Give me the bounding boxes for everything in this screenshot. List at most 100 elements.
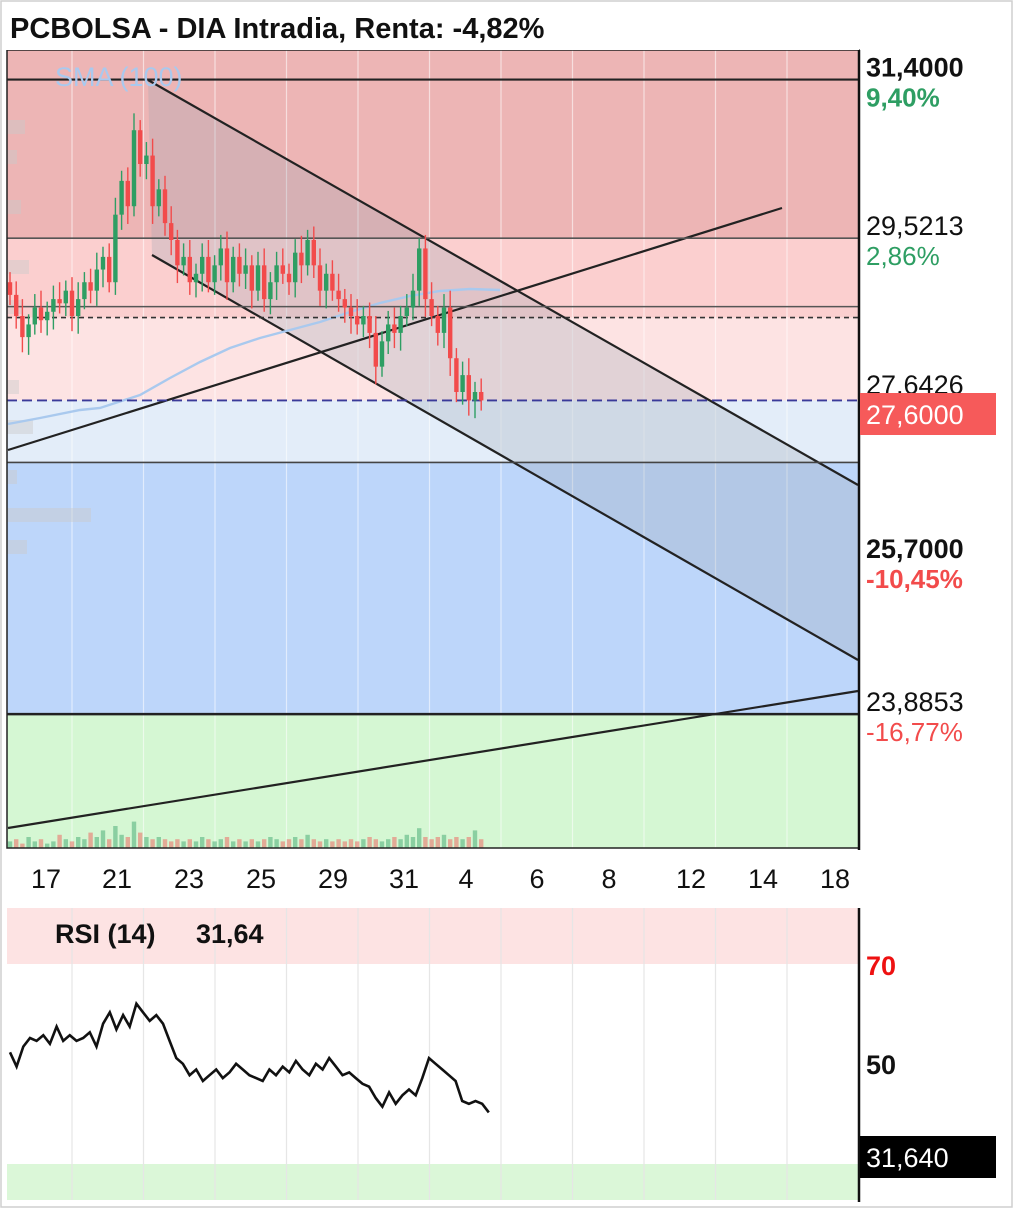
x-axis-ticks: 17 21 23 25 29 31 4 6 8 12 14 18	[31, 864, 850, 894]
volume-bar	[131, 821, 137, 848]
candle[interactable]	[131, 130, 137, 207]
candle[interactable]	[26, 324, 31, 338]
candle[interactable]	[14, 294, 19, 316]
x-tick-label: 29	[318, 864, 348, 894]
candle[interactable]	[175, 240, 180, 266]
candle[interactable]	[218, 248, 223, 266]
candle[interactable]	[336, 290, 341, 300]
candle[interactable]	[113, 214, 118, 283]
rsi-overbought-zone	[7, 908, 859, 964]
candle[interactable]	[379, 341, 385, 367]
candle[interactable]	[262, 265, 267, 300]
candle[interactable]	[274, 265, 279, 283]
candle[interactable]	[293, 252, 298, 283]
candle[interactable]	[100, 256, 106, 270]
candle[interactable]	[423, 248, 428, 300]
volume-bar	[423, 837, 428, 848]
candle[interactable]	[156, 189, 161, 207]
candle[interactable]	[317, 265, 323, 291]
candle[interactable]	[373, 332, 378, 367]
candle[interactable]	[472, 392, 478, 401]
volume-bar	[7, 841, 13, 848]
candle[interactable]	[69, 290, 75, 316]
channel-lower-line[interactable]	[151, 254, 859, 661]
candle[interactable]	[20, 316, 25, 338]
candle[interactable]	[311, 240, 316, 266]
candle[interactable]	[144, 155, 149, 164]
candle[interactable]	[466, 375, 471, 401]
candle[interactable]	[367, 316, 372, 333]
candle[interactable]	[88, 282, 93, 291]
candle[interactable]	[441, 307, 447, 333]
volume-bar	[441, 834, 447, 848]
candle[interactable]	[454, 358, 459, 392]
candle[interactable]	[237, 256, 242, 274]
candle[interactable]	[231, 256, 236, 283]
candle[interactable]	[398, 316, 403, 333]
candle[interactable]	[187, 256, 192, 283]
candle[interactable]	[125, 180, 130, 207]
candle[interactable]	[119, 180, 124, 215]
candle[interactable]	[107, 256, 112, 283]
candle[interactable]	[460, 375, 465, 392]
candle[interactable]	[193, 273, 199, 283]
candle[interactable]	[51, 299, 56, 312]
candle[interactable]	[305, 240, 310, 266]
candle[interactable]	[57, 299, 62, 304]
candle[interactable]	[206, 256, 211, 283]
volume-bar	[218, 839, 223, 848]
candle[interactable]	[7, 282, 13, 295]
channel-upper-line[interactable]	[147, 79, 859, 486]
candle[interactable]	[342, 299, 347, 308]
candle[interactable]	[162, 189, 168, 224]
candle[interactable]	[138, 130, 143, 164]
candle[interactable]	[255, 265, 261, 291]
candle[interactable]	[268, 282, 273, 300]
candle[interactable]	[435, 316, 440, 333]
candle[interactable]	[386, 324, 391, 342]
candle[interactable]	[355, 316, 360, 325]
candle[interactable]	[448, 307, 453, 359]
candle[interactable]	[32, 307, 37, 325]
x-tick-label: 21	[102, 864, 132, 894]
volume-bar	[417, 828, 422, 848]
candle[interactable]	[361, 316, 366, 325]
volume-bar	[342, 841, 347, 848]
candle[interactable]	[224, 248, 230, 283]
price-level-label: 25,7000	[866, 534, 964, 564]
candle[interactable]	[286, 273, 292, 283]
candle[interactable]	[392, 324, 397, 333]
candle[interactable]	[212, 265, 217, 283]
candle[interactable]	[249, 265, 254, 291]
candle[interactable]	[410, 290, 416, 308]
volume-bar	[386, 839, 391, 848]
candle[interactable]	[417, 248, 422, 291]
candle[interactable]	[429, 299, 434, 316]
candle[interactable]	[299, 252, 304, 266]
x-tick-label: 6	[529, 864, 544, 894]
candle[interactable]	[243, 265, 248, 274]
rsi-line[interactable]	[8, 1000, 490, 1114]
candlesticks[interactable]	[7, 113, 484, 419]
candle[interactable]	[63, 290, 68, 304]
candle[interactable]	[348, 307, 354, 316]
rsi-gridlines	[71, 908, 860, 1200]
volume-bar	[404, 834, 409, 848]
candle[interactable]	[200, 256, 205, 274]
volume-bar	[274, 839, 279, 848]
candle[interactable]	[280, 265, 285, 274]
candle[interactable]	[76, 299, 81, 316]
candle[interactable]	[169, 223, 174, 240]
candle[interactable]	[330, 273, 335, 291]
candle[interactable]	[150, 155, 155, 207]
candle[interactable]	[45, 311, 50, 321]
candle[interactable]	[82, 282, 87, 300]
candle[interactable]	[94, 269, 99, 291]
candle[interactable]	[324, 273, 329, 291]
candle[interactable]	[404, 307, 409, 316]
candle[interactable]	[479, 392, 484, 401]
candle[interactable]	[38, 307, 44, 321]
sma-line[interactable]	[7, 287, 501, 426]
candle[interactable]	[181, 256, 186, 266]
